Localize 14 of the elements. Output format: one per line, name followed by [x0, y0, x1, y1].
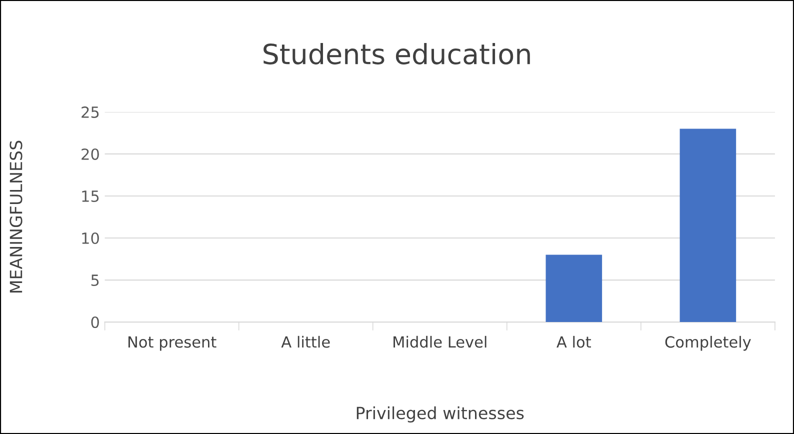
x-axis-title: Privileged witnesses: [356, 406, 524, 423]
x-tick-label: Not present: [128, 336, 216, 351]
y-tick-label: 25: [82, 106, 99, 118]
y-tick-label: 15: [82, 190, 99, 202]
x-tick-label: A little: [281, 336, 330, 348]
x-tick-label: Completely: [665, 336, 751, 351]
chart-title: Students education: [264, 42, 530, 64]
y-tick-label: 10: [82, 232, 99, 244]
x-tick-label: Middle Level: [394, 336, 486, 348]
y-axis-title: MEANINGFULNESS: [10, 140, 22, 293]
y-tick-label: 0: [91, 316, 99, 328]
x-tick-label: A lot: [556, 336, 591, 348]
y-tick-label: 20: [82, 148, 99, 160]
y-tick-label: 5: [91, 274, 99, 286]
